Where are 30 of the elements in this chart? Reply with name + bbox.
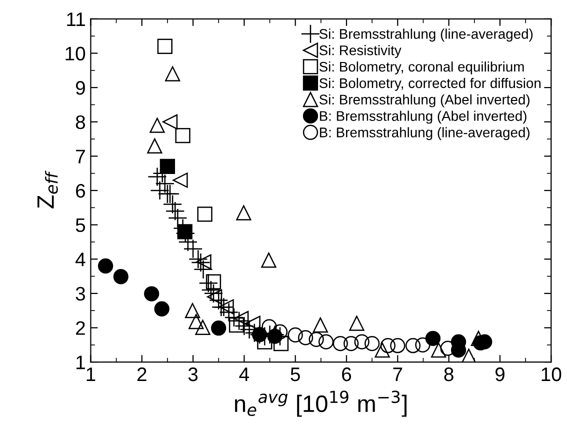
x-tick-label: 3 — [188, 367, 198, 382]
x-tick-label: 2 — [137, 367, 146, 382]
y-tick-label: 4 — [75, 252, 86, 266]
x-tick-label: 10 — [542, 367, 562, 382]
legend-label: Si: Resistivity — [319, 45, 402, 58]
x-tick-label: 7 — [393, 368, 402, 382]
x-tick-label: 4 — [239, 368, 250, 382]
y-tick-label: 11 — [67, 12, 85, 26]
x-tick-label: 5 — [290, 368, 300, 382]
x-tick-label: 8 — [444, 367, 454, 382]
legend-label: Si: Bremsstrahlung (line-averaged) — [319, 28, 533, 42]
x-tick-label: 6 — [342, 367, 352, 382]
legend-label: Si: Bolometry, coronal equilibrium — [319, 61, 524, 74]
legend-label: Si: Bremsstrahlung (Abel inverted) — [319, 94, 530, 108]
y-tick-label: 10 — [66, 46, 86, 60]
y-tick-label: 8 — [76, 115, 86, 130]
y-tick-label: 6 — [76, 184, 86, 198]
y-axis-title: Z$_{eff}$ — [37, 170, 58, 208]
y-tick-label: 2 — [76, 321, 85, 335]
y-tick-label: 1 — [76, 356, 85, 370]
x-tick-label: 9 — [495, 367, 504, 382]
y-tick-label: 7 — [76, 150, 85, 164]
legend-label: Si: Bolometry, corrected for diffusion — [319, 78, 541, 91]
y-tick-label: 3 — [76, 286, 86, 301]
legend-label: B: Bremsstrahlung (Abel inverted) — [320, 110, 526, 124]
legend-label: B: Bremsstrahlung (line-averaged) — [320, 127, 530, 140]
y-tick-label: 9 — [76, 81, 85, 95]
x-tick-label: 1 — [86, 368, 96, 382]
x-axis-title: n$_{e}$$^{avg}$ [10$^{19}$ m$^{−3}$] — [235, 390, 407, 417]
y-tick-label: 5 — [76, 218, 86, 232]
